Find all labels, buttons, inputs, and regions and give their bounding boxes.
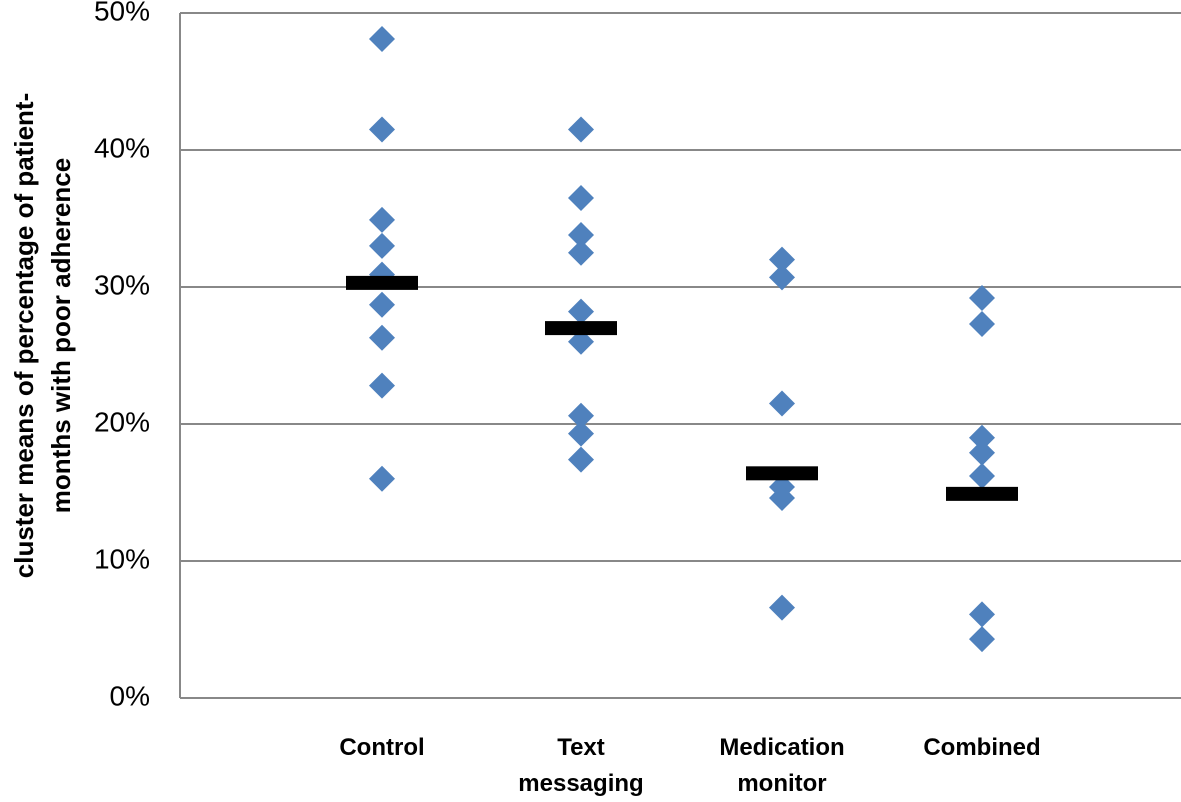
data-point (369, 116, 395, 143)
data-point (969, 424, 995, 451)
data-point (369, 291, 395, 318)
data-point (568, 446, 594, 473)
data-point (369, 465, 395, 492)
mean-bar (346, 275, 418, 290)
data-point (969, 310, 995, 337)
mean-bar (746, 466, 818, 481)
data-point (369, 324, 395, 351)
x-tick-label: Text messaging (518, 734, 644, 797)
data-point (568, 239, 594, 266)
mean-bar (545, 321, 617, 336)
data-point (568, 116, 594, 143)
x-tick-label: Combined (923, 734, 1041, 761)
data-point (969, 601, 995, 628)
data-point (769, 264, 795, 291)
y-tick-label: 40% (94, 132, 150, 163)
y-axis-label: months with poor adherence (46, 158, 76, 513)
data-point (969, 439, 995, 466)
y-tick-label: 20% (94, 406, 150, 437)
data-point (568, 328, 594, 355)
data-point (568, 402, 594, 429)
mean-bar (946, 486, 1018, 501)
data-point (769, 246, 795, 273)
data-point (369, 372, 395, 399)
y-tick-label: 0% (110, 680, 150, 711)
data-point (769, 594, 795, 621)
data-point (568, 221, 594, 248)
data-point (769, 484, 795, 511)
y-axis-label: cluster means of percentage of patient- (9, 93, 39, 578)
data-point (568, 184, 594, 211)
data-point (568, 420, 594, 447)
data-point (969, 463, 995, 490)
data-point (969, 626, 995, 653)
y-tick-label: 10% (94, 543, 150, 574)
y-tick-label: 50% (94, 0, 150, 26)
x-tick-label: Control (339, 734, 425, 761)
data-point (369, 26, 395, 53)
data-point (568, 298, 594, 325)
y-tick-label: 30% (94, 269, 150, 300)
data-point (369, 206, 395, 233)
data-point (969, 284, 995, 311)
data-point (369, 232, 395, 259)
x-tick-label: Medication monitor (719, 734, 845, 797)
data-point (769, 390, 795, 417)
